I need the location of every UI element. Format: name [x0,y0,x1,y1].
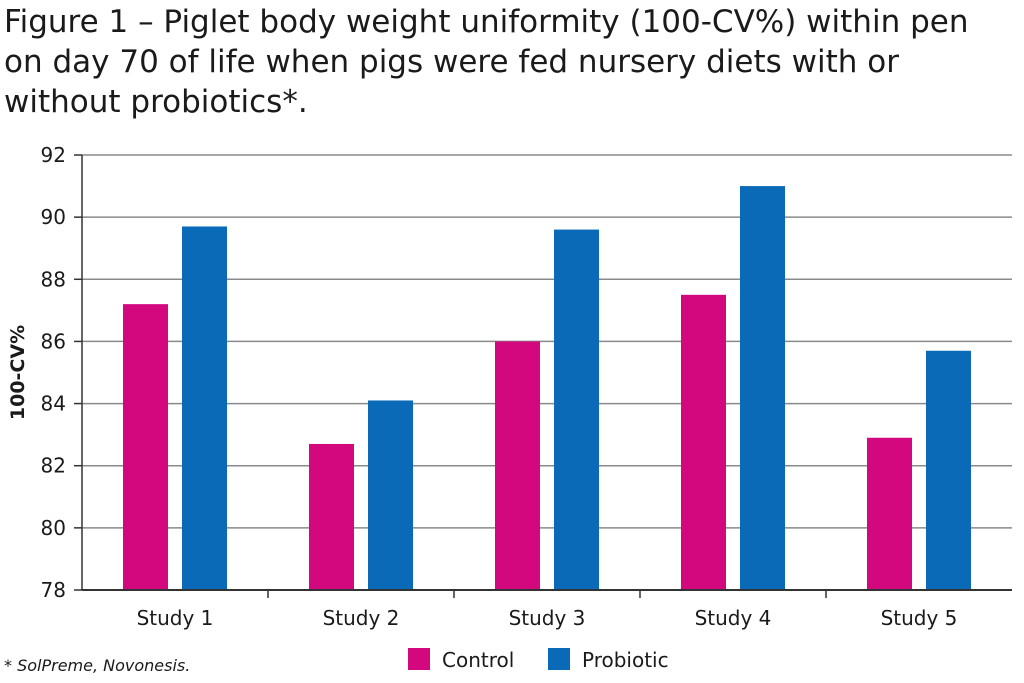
footnote: * SolPreme, Novonesis. [4,656,191,675]
bar-control-study-4 [681,294,726,590]
x-tick-label: Study 1 [137,606,214,630]
bar-control-study-1 [123,304,168,590]
bar-probiotic-study-4 [740,186,785,591]
bar-probiotic-study-3 [554,229,599,591]
x-tick-label: Study 4 [695,606,772,630]
y-tick-label: 80 [41,516,66,540]
bar-control-study-3 [495,341,540,590]
legend-label-probiotic: Probiotic [582,648,669,672]
y-tick-label: 90 [41,205,66,229]
bar-probiotic-study-2 [368,400,413,590]
y-tick-label: 92 [41,143,66,167]
bar-marks [123,186,971,591]
x-tick-label: Study 5 [881,606,958,630]
y-tick-label: 86 [41,329,66,353]
legend-swatch-probiotic [548,648,570,670]
grid-lines [82,154,1012,529]
y-tick-label: 84 [41,392,66,416]
bar-probiotic-study-5 [926,350,971,590]
y-axis-label: 100-CV% [7,325,29,420]
y-tick-label: 82 [41,454,66,478]
x-tick-label: Study 3 [509,606,586,630]
bar-control-study-2 [309,443,354,590]
axes: 78 80 82 84 86 88 90 92 100-CV% Study 1 Study 2 Stu… [7,143,1012,630]
y-tick-label: 88 [41,267,66,291]
y-tick-label: 78 [41,578,66,602]
x-tick-label: Study 2 [323,606,400,630]
figure-title: Figure 1 – Piglet body weight uniformity… [4,4,969,120]
bar-probiotic-study-1 [182,226,227,590]
bar-control-study-5 [867,437,912,590]
legend: Control Probiotic [408,648,669,672]
legend-label-control: Control [442,648,514,672]
legend-swatch-control [408,648,430,670]
